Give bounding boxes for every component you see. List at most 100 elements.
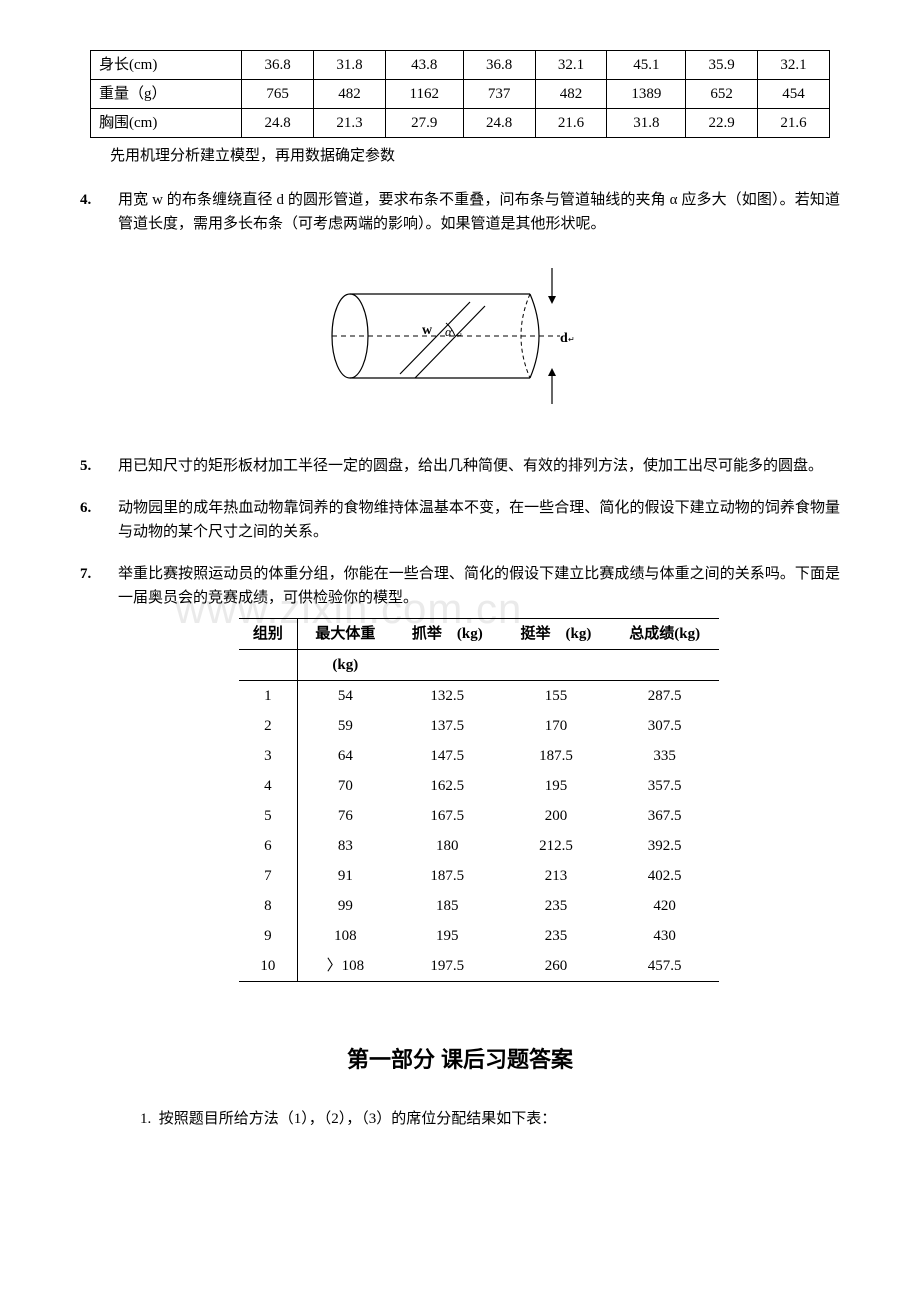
cell: 5 [239,801,297,831]
t2-head-kg1: (kg) [457,626,483,642]
question-6: 6. 动物园里的成年热血动物靠饲养的食物维持体温基本不变，在一些合理、简化的假设… [80,496,840,544]
cell: 457.5 [610,951,719,982]
cell: 212.5 [502,831,611,861]
cell: 99 [297,891,393,921]
q4-number: 4. [80,188,118,236]
cell: 162.5 [393,771,502,801]
q5-text: 用已知尺寸的矩形板材加工半径一定的圆盘，给出几种简便、有效的排列方法，使加工出尽… [118,454,840,478]
cell: 3 [239,741,297,771]
cell: 367.5 [610,801,719,831]
table-row: 10〉108197.5260457.5 [239,951,719,982]
cell: 10 [239,951,297,982]
cell: 45.1 [607,51,686,80]
t2-head-jerk-l: 挺举 [521,626,551,642]
cell: 32.1 [758,51,830,80]
cell: 31.8 [314,51,386,80]
cell: 195 [393,921,502,951]
cell: 335 [610,741,719,771]
question-5: 5. 用已知尺寸的矩形板材加工半径一定的圆盘，给出几种简便、有效的排列方法，使加… [80,454,840,478]
answer1-num: 1. [140,1111,151,1127]
table-row: 899185235420 [239,891,719,921]
cell: 652 [686,80,758,109]
table1-caption: 先用机理分析建立模型，再用数据确定参数 [110,144,840,168]
question-4: 4. 用宽 w 的布条缠绕直径 d 的圆形管道，要求布条不重叠，问布条与管道轴线… [80,188,840,236]
cell: 8 [239,891,297,921]
cell: 6 [239,831,297,861]
cell: 91 [297,861,393,891]
cell: 482 [314,80,386,109]
svg-text:↵: ↵ [456,331,463,340]
table-row: 791187.5213402.5 [239,861,719,891]
t2-head-maxw-unit: (kg) [297,650,393,681]
table-row: 身长(cm)36.831.843.836.832.145.135.932.1 [91,51,830,80]
cell: 307.5 [610,711,719,741]
q7-text: 举重比赛按照运动员的体重分组，你能在一些合理、简化的假设下建立比赛成绩与体重之间… [118,562,840,982]
table-measurements: 身长(cm)36.831.843.836.832.145.135.932.1重量… [90,50,830,138]
cell: 7 [239,861,297,891]
cell: 22.9 [686,109,758,138]
cell: 287.5 [610,681,719,712]
t2-head-group: 组别 [239,619,297,650]
cell: 235 [502,891,611,921]
cell: 430 [610,921,719,951]
cell: 21.6 [535,109,607,138]
cell: 482 [535,80,607,109]
cell: 155 [502,681,611,712]
cell: 170 [502,711,611,741]
cell: 36.8 [463,51,535,80]
t2-head-total: 总成绩(kg) [610,619,719,650]
t2-head-snatch: 抓举 (kg) [393,619,502,650]
cell: 167.5 [393,801,502,831]
t2-head-maxw: 最大体重 [297,619,393,650]
cell: 454 [758,80,830,109]
question-7: 7. 举重比赛按照运动员的体重分组，你能在一些合理、简化的假设下建立比赛成绩与体… [80,562,840,982]
cell: 70 [297,771,393,801]
cell: 197.5 [393,951,502,982]
table-row: 576167.5200367.5 [239,801,719,831]
cell: 1162 [385,80,463,109]
cell: 36.8 [242,51,314,80]
cell: 35.9 [686,51,758,80]
cell: 213 [502,861,611,891]
answer1-text: 按照题目所给方法（1），（2），（3）的席位分配结果如下表： [159,1111,557,1127]
cell: 2 [239,711,297,741]
cell: 132.5 [393,681,502,712]
table-weightlifting: 组别 最大体重 抓举 (kg) 挺举 (kg) 总成绩(kg) (kg) [239,618,719,982]
cell: 83 [297,831,393,861]
cell: 1 [239,681,297,712]
cell: 200 [502,801,611,831]
svg-text:d: d [560,331,568,346]
cell: 260 [502,951,611,982]
page-content: 身长(cm)36.831.843.836.832.145.135.932.1重量… [80,50,840,1131]
row-label: 重量（g） [91,80,242,109]
svg-text:↵: ↵ [568,335,575,344]
q4-text: 用宽 w 的布条缠绕直径 d 的圆形管道，要求布条不重叠，问布条与管道轴线的夹角… [118,188,840,236]
table-row: 154132.5155287.5 [239,681,719,712]
section-title: 第一部分 课后习题答案 [80,1042,840,1077]
cell: 737 [463,80,535,109]
table-row: 470162.5195357.5 [239,771,719,801]
q7-text-span: 举重比赛按照运动员的体重分组，你能在一些合理、简化的假设下建立比赛成绩与体重之间… [118,566,840,606]
cell: 4 [239,771,297,801]
cell: 147.5 [393,741,502,771]
cell: 24.8 [242,109,314,138]
cell: 195 [502,771,611,801]
cell: 1389 [607,80,686,109]
t2-head-jerk: 挺举 (kg) [502,619,611,650]
row-label: 胸围(cm) [91,109,242,138]
q6-number: 6. [80,496,118,544]
cell: 27.9 [385,109,463,138]
svg-text:α: α [445,324,453,339]
cell: 〉108 [297,951,393,982]
svg-text:w: w [422,323,433,338]
cell: 420 [610,891,719,921]
cell: 59 [297,711,393,741]
cell: 43.8 [385,51,463,80]
cell: 32.1 [535,51,607,80]
cell: 402.5 [610,861,719,891]
cell: 187.5 [393,861,502,891]
cell: 76 [297,801,393,831]
cell: 31.8 [607,109,686,138]
q4-diagram: w α ↵ d ↵ [80,256,840,424]
row-label: 身长(cm) [91,51,242,80]
